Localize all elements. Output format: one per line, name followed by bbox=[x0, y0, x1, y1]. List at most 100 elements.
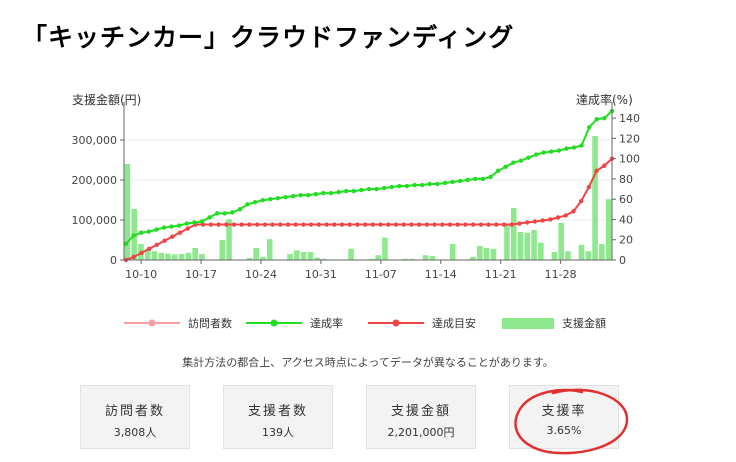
achievement-point bbox=[283, 194, 288, 200]
target-point bbox=[432, 222, 437, 227]
page-title: 「キッチンカー」クラウドファンディング bbox=[22, 23, 515, 52]
data-note: 集計方法の都合上、アクセス時点によってデータが異なることがあります。 bbox=[182, 356, 554, 369]
x-tick-label: 11-21 bbox=[485, 268, 517, 281]
bar-support-amount bbox=[124, 164, 131, 260]
target-point bbox=[170, 234, 175, 239]
target-point bbox=[586, 184, 592, 190]
achievement-point bbox=[146, 229, 151, 234]
x-tick-label: 11-07 bbox=[365, 268, 397, 281]
target-point bbox=[571, 209, 576, 214]
achievement-point bbox=[435, 181, 440, 187]
achievement-point bbox=[298, 192, 303, 198]
target-point bbox=[270, 222, 275, 227]
achievement-point bbox=[214, 211, 220, 216]
target-point bbox=[386, 222, 391, 227]
y-right-tick-label: 140 bbox=[619, 112, 640, 125]
bar-support-amount bbox=[219, 240, 226, 260]
bar-support-amount bbox=[477, 246, 483, 260]
target-point bbox=[339, 222, 345, 227]
target-point bbox=[154, 242, 160, 247]
y-left-tick-label: 100,000 bbox=[72, 214, 118, 227]
target-point bbox=[146, 246, 152, 252]
achievement-point bbox=[541, 150, 546, 155]
bar-support-amount bbox=[409, 258, 415, 260]
achievement-point bbox=[336, 189, 341, 195]
target-point bbox=[162, 238, 167, 243]
stat-supporters-label: 支援者数 bbox=[247, 404, 308, 419]
bar-support-amount bbox=[470, 256, 476, 260]
bar-support-amount bbox=[449, 244, 456, 260]
target-point bbox=[424, 222, 430, 227]
stat-supporters-value: 139人 bbox=[262, 426, 294, 439]
stat-visitors-label: 訪問者数 bbox=[104, 404, 165, 419]
target-point bbox=[594, 168, 599, 174]
target-point bbox=[578, 199, 584, 204]
achievement-point bbox=[268, 197, 273, 202]
achievement-point bbox=[587, 125, 592, 130]
achievement-point bbox=[207, 215, 212, 220]
legend-item-achievement[interactable]: 達成率 bbox=[246, 316, 343, 330]
achievement-point bbox=[473, 176, 478, 182]
y-left-axis-title: 支援金額(円) bbox=[72, 92, 141, 107]
achievement-point bbox=[344, 188, 349, 194]
achievement-point bbox=[465, 177, 470, 183]
bar-support-amount bbox=[172, 254, 178, 260]
legend-item-support-amount[interactable]: 支援金額 bbox=[502, 316, 606, 330]
stat-amount: 支援金額 2,201,000円 bbox=[366, 385, 476, 449]
target-point bbox=[517, 221, 522, 226]
target-point bbox=[378, 222, 383, 227]
legend-label-visitors: 訪問者数 bbox=[188, 316, 232, 330]
achievement-point bbox=[488, 174, 493, 180]
bar-support-amount bbox=[226, 219, 232, 260]
target-point bbox=[216, 222, 221, 227]
target-point bbox=[316, 222, 322, 227]
legend-item-target[interactable]: 達成目安 bbox=[368, 316, 476, 330]
achievement-point bbox=[275, 195, 281, 201]
y-right-tick-label: 0 bbox=[619, 254, 626, 267]
achievement-point bbox=[389, 184, 394, 190]
stat-rate: 支援率 3.65% bbox=[509, 385, 619, 449]
target-point bbox=[393, 222, 399, 227]
x-tick-label: 10-31 bbox=[305, 268, 337, 281]
achievement-point bbox=[503, 164, 508, 169]
stat-amount-label: 支援金額 bbox=[390, 404, 451, 419]
bar-support-amount bbox=[253, 248, 259, 260]
target-line bbox=[125, 157, 613, 261]
y-left-tick-label: 0 bbox=[110, 254, 117, 267]
target-point bbox=[416, 222, 422, 227]
bar-support-amount bbox=[422, 255, 429, 260]
bar-support-amount bbox=[490, 248, 497, 260]
x-tick-label: 10-17 bbox=[185, 268, 217, 281]
target-point bbox=[278, 222, 283, 227]
target-point bbox=[262, 222, 268, 227]
bar-support-amount bbox=[368, 258, 375, 260]
x-tick-label: 11-28 bbox=[545, 268, 577, 281]
target-point bbox=[293, 222, 298, 227]
achievement-point bbox=[404, 183, 410, 189]
target-point bbox=[347, 222, 352, 227]
achievement-point bbox=[161, 225, 167, 230]
achievement-point bbox=[427, 181, 432, 187]
line-series bbox=[123, 108, 615, 263]
legend-item-visitors[interactable]: 訪問者数 bbox=[124, 316, 232, 330]
target-point bbox=[254, 222, 260, 227]
x-tick-label: 11-14 bbox=[425, 268, 457, 281]
target-point bbox=[139, 250, 144, 256]
achievement-point bbox=[594, 116, 600, 122]
achievement-point bbox=[230, 210, 235, 215]
target-point bbox=[463, 222, 468, 227]
achievement-point bbox=[374, 186, 379, 192]
target-point bbox=[239, 222, 244, 227]
bar-support-amount bbox=[314, 257, 320, 260]
stat-visitors: 訪問者数 3,808人 bbox=[80, 385, 190, 449]
achievement-point bbox=[381, 185, 387, 191]
achievement-point bbox=[237, 207, 243, 212]
achievement-point bbox=[397, 183, 402, 189]
target-point bbox=[370, 222, 376, 227]
bar-support-amount bbox=[531, 230, 537, 260]
achievement-point bbox=[351, 188, 357, 194]
achievement-point bbox=[526, 155, 531, 160]
target-point bbox=[131, 254, 136, 260]
achievement-point bbox=[495, 168, 501, 174]
